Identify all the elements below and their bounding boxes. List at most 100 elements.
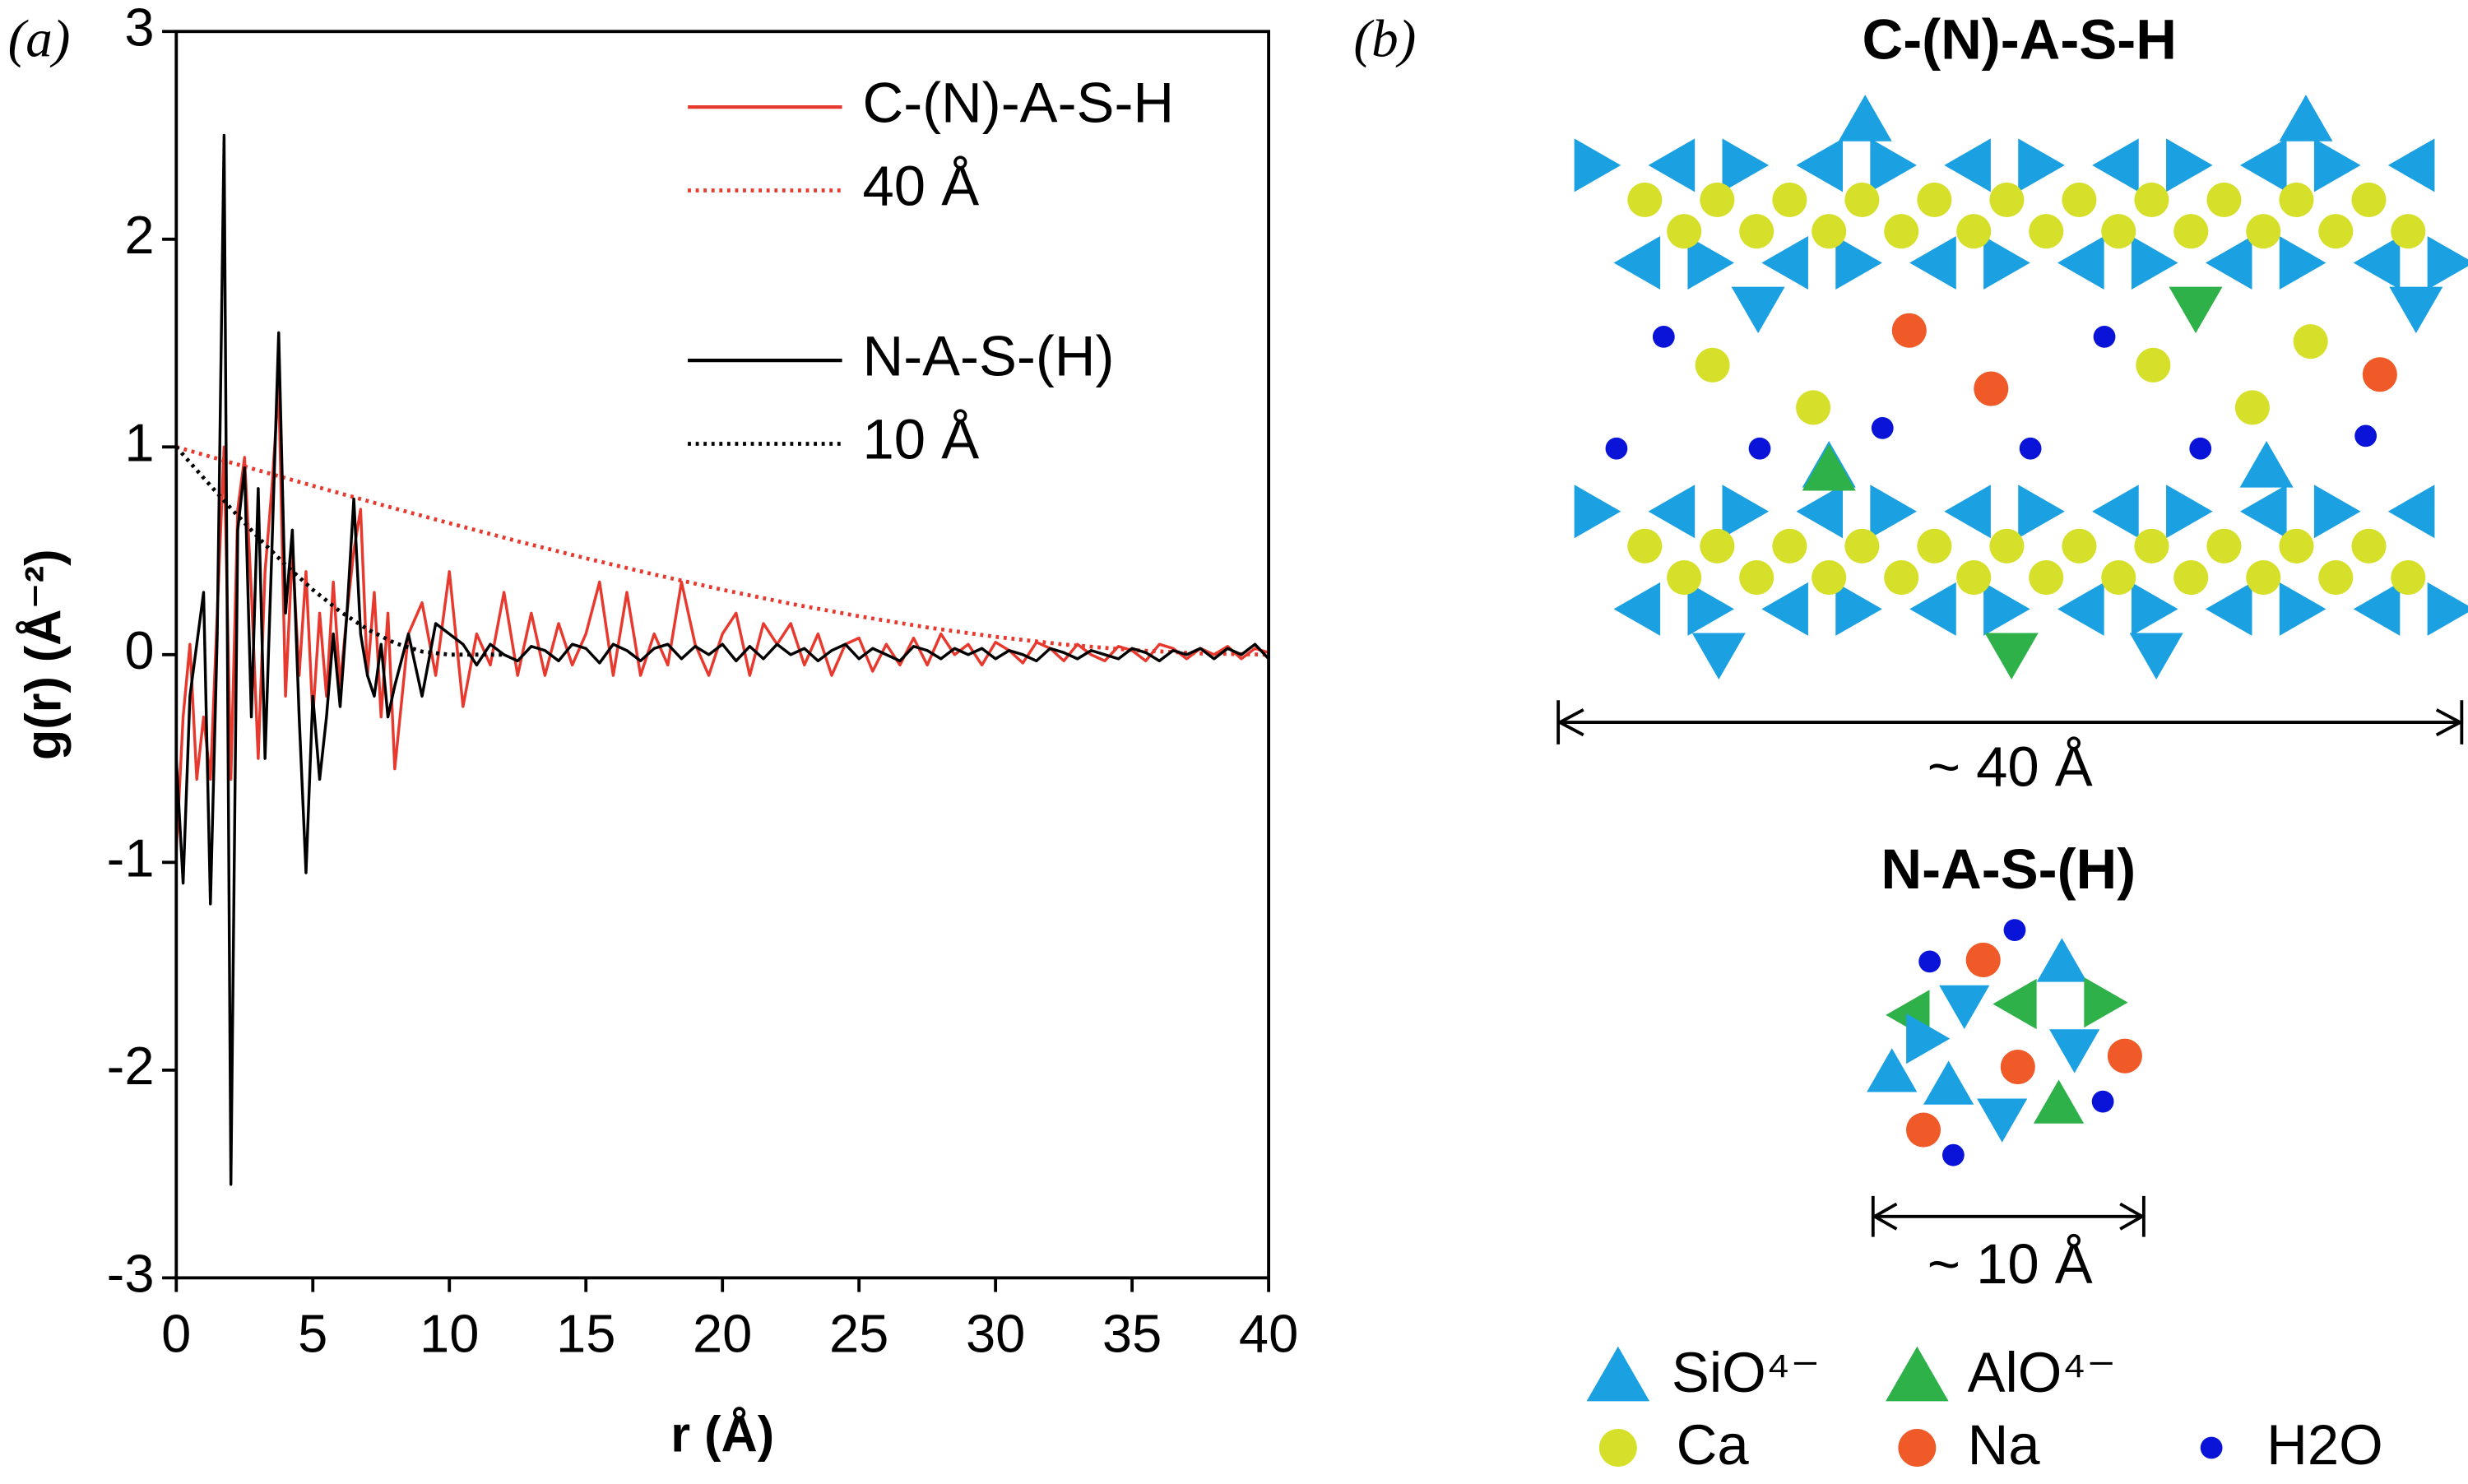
tetrahedron: [2389, 286, 2443, 334]
ca-ion: [1844, 528, 1880, 563]
na-ion: [2000, 1050, 2035, 1085]
tetrahedron: [1870, 485, 1917, 539]
data-line: [176, 383, 1269, 852]
tetrahedron: [2239, 138, 2287, 192]
ca-ion: [1772, 182, 1807, 217]
tetrahedron: [2205, 235, 2252, 290]
ca-ion: [1812, 214, 1847, 249]
tetrahedron: [1983, 582, 2030, 636]
water: [1941, 1143, 1965, 1166]
x-tick-label: 40: [1239, 1303, 1298, 1363]
tetrahedron: [1984, 633, 2039, 680]
na-ion: [1905, 1112, 1941, 1148]
ca-ion: [1627, 182, 1663, 217]
tetrahedron: [2353, 582, 2401, 636]
ca-ion: [1700, 182, 1735, 217]
tetrahedron: [2387, 485, 2435, 539]
tetrahedron: [1761, 235, 1808, 290]
tetrahedron: [2018, 138, 2065, 192]
arrow-head: [2435, 708, 2464, 737]
ca-ion: [2062, 528, 2097, 563]
ca-ion: [2351, 528, 2387, 563]
ca-ion: [2391, 214, 2426, 249]
ca-ion: [1739, 560, 1774, 596]
na-ion: [1974, 371, 2009, 406]
tetrahedron: [1906, 1013, 1951, 1064]
tetrahedron: [1574, 138, 1621, 192]
na-ion: [1965, 942, 2001, 977]
tetrahedron: [1687, 582, 1735, 636]
water: [2019, 437, 2042, 460]
layer-title: C-(N)-A-S-H: [1862, 8, 2176, 72]
tetrahedron: [1992, 978, 2037, 1030]
tetrahedron: [2239, 441, 2294, 488]
ca-ion: [2318, 214, 2354, 249]
ca-ion: [1812, 560, 1847, 596]
tetrahedron: [1802, 443, 1856, 491]
ca-ion: [1844, 182, 1880, 217]
ca-ion: [2318, 560, 2354, 596]
tetrahedron: [2353, 235, 2401, 290]
ca-ion: [2206, 528, 2242, 563]
tetrahedron: [1796, 485, 1844, 539]
tetrahedron: [1923, 1060, 1974, 1105]
tetrahedron: [2084, 977, 2128, 1028]
tetrahedron: [1722, 138, 1770, 192]
tetrahedron: [1731, 286, 1785, 334]
ca-ion: [1796, 390, 1831, 425]
ca-ion: [1739, 214, 1774, 249]
tetrahedron: [2018, 485, 2065, 539]
water: [1871, 416, 1894, 439]
ca-ion: [2134, 528, 2169, 563]
tetrahedron: [1687, 235, 1735, 290]
ca-ion: [1700, 528, 1735, 563]
ca-ion: [1627, 528, 1663, 563]
tetrahedron: [1648, 485, 1696, 539]
tetrahedron: [2313, 138, 2361, 192]
ca-ion: [1956, 560, 1992, 596]
legend-label: N-A-S-(H): [862, 324, 1114, 387]
ca-ion: [2279, 182, 2314, 217]
ca-ion: [2391, 560, 2426, 596]
tetrahedron: [2049, 1029, 2100, 1074]
tetrahedron: [1909, 582, 1956, 636]
water: [2189, 437, 2212, 460]
ca-ion: [2029, 214, 2064, 249]
y-tick-label: 1: [124, 412, 154, 472]
arrow-head: [2119, 1202, 2146, 1231]
x-tick-label: 5: [298, 1303, 327, 1363]
panel-label: (b): [1353, 9, 1416, 68]
tetrahedron: [2427, 235, 2468, 290]
water: [1605, 437, 1628, 460]
tetrahedron: [2279, 95, 2333, 141]
y-tick-label: -2: [107, 1036, 155, 1096]
x-tick-label: 15: [556, 1303, 615, 1363]
tetrahedron: [1691, 633, 1746, 680]
y-tick-label: 2: [124, 205, 154, 265]
tetrahedron: [1867, 1048, 1918, 1092]
tetrahedron: [1574, 485, 1621, 539]
tetrahedron: [2033, 1079, 2085, 1124]
ca-ion: [2206, 182, 2242, 217]
x-tick-label: 25: [829, 1303, 888, 1363]
x-tick-label: 30: [966, 1303, 1025, 1363]
y-tick-label: -3: [107, 1244, 155, 1304]
ca-ion: [2134, 182, 2169, 217]
x-tick-label: 0: [161, 1303, 191, 1363]
tetrahedron: [2057, 582, 2104, 636]
ca-ion: [2279, 528, 2314, 563]
tetrahedron: [2313, 485, 2361, 539]
ca-ion: [2101, 214, 2136, 249]
ca-ion: [2062, 182, 2097, 217]
tetrahedron: [1761, 582, 1808, 636]
y-tick-label: -1: [107, 828, 155, 888]
tetrahedron: [2092, 485, 2139, 539]
tetrahedron: [2279, 582, 2327, 636]
tetrahedron: [1796, 138, 1844, 192]
water: [2091, 1090, 2114, 1113]
legend-ca: [1598, 1429, 1637, 1467]
legend-label: H2O: [2266, 1413, 2383, 1477]
tetrahedron: [2166, 485, 2213, 539]
ca-ion: [1667, 560, 1702, 596]
